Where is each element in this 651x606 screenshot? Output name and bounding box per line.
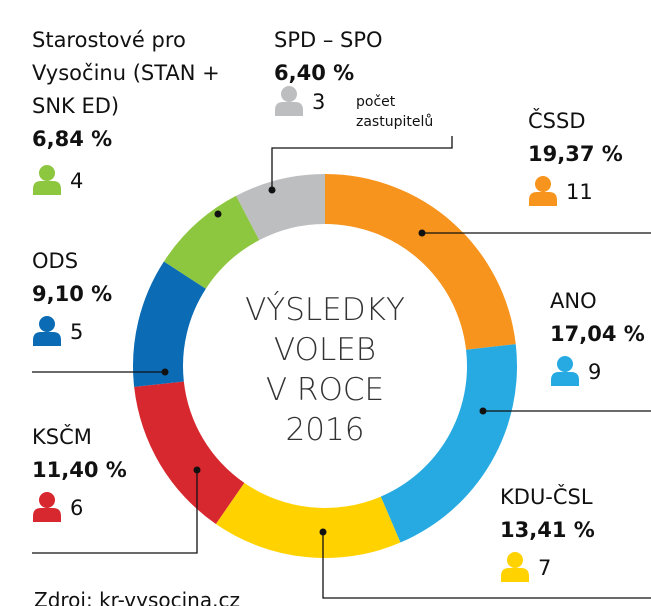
seats-note-line: zastupitelů bbox=[356, 114, 434, 130]
icon-body bbox=[33, 181, 61, 195]
icon-head bbox=[39, 165, 55, 181]
center-title: V ROCE bbox=[266, 372, 384, 408]
donut-segment bbox=[380, 344, 517, 543]
party-name: Starostové pro Vysočinu (STAN + SNK ED) bbox=[32, 28, 220, 118]
party-label: ODS 9,10 % bbox=[32, 245, 182, 311]
seat-count: 7 bbox=[538, 556, 552, 580]
donut-segment bbox=[163, 195, 260, 289]
party-name: ČSSD bbox=[528, 109, 586, 133]
icon-body bbox=[275, 102, 303, 116]
party-percent: 11,40 % bbox=[32, 458, 127, 482]
icon-head bbox=[535, 176, 551, 192]
icon-head bbox=[507, 552, 523, 568]
icon-head bbox=[39, 492, 55, 508]
person-icon bbox=[501, 552, 529, 582]
source: Zdroj: kr-vysocina.cz bbox=[34, 588, 240, 606]
center-title: 2016 bbox=[286, 412, 365, 448]
person-icon bbox=[33, 492, 61, 522]
icon-body bbox=[501, 568, 529, 582]
person-icon bbox=[33, 316, 61, 346]
seat-count: 9 bbox=[588, 360, 602, 384]
icon-head bbox=[281, 86, 297, 102]
seat-count: 3 bbox=[312, 90, 326, 114]
connector-line bbox=[32, 470, 198, 554]
connector-line bbox=[322, 532, 651, 599]
seat-count: 11 bbox=[566, 180, 593, 204]
party-name: ANO bbox=[550, 289, 597, 313]
person-icon bbox=[275, 86, 303, 116]
donut-segment bbox=[134, 381, 245, 524]
connector-dot bbox=[319, 528, 327, 536]
connector-dot bbox=[479, 407, 487, 415]
seats-note-line: počet bbox=[356, 94, 396, 110]
party-label: SPD – SPO 6,40 % bbox=[274, 24, 434, 90]
connector-dot bbox=[214, 210, 222, 218]
party-name: SPD – SPO bbox=[274, 28, 383, 52]
connector-dot bbox=[418, 229, 426, 237]
party-name: KDU-ČSL bbox=[500, 485, 593, 509]
party-label: ČSSD 19,37 % bbox=[528, 105, 648, 171]
party-label: ANO 17,04 % bbox=[550, 285, 650, 351]
center-title: VÝSLEDKY bbox=[245, 292, 405, 328]
icon-body bbox=[33, 332, 61, 346]
icon-head bbox=[39, 316, 55, 332]
party-percent: 17,04 % bbox=[550, 322, 645, 346]
icon-body bbox=[529, 192, 557, 206]
seat-count: 5 bbox=[70, 320, 84, 344]
donut-segment bbox=[133, 261, 206, 387]
icon-head bbox=[557, 356, 573, 372]
person-icon bbox=[33, 165, 61, 195]
donut-segment bbox=[325, 174, 516, 350]
donut-segment bbox=[215, 482, 401, 559]
person-icon bbox=[551, 356, 579, 386]
party-name: ODS bbox=[32, 249, 79, 273]
party-name: KSČM bbox=[32, 425, 92, 449]
party-percent: 19,37 % bbox=[528, 142, 623, 166]
center-title: VOLEB bbox=[274, 332, 376, 368]
party-label: Starostové pro Vysočinu (STAN + SNK ED) 6… bbox=[32, 24, 262, 156]
party-percent: 9,10 % bbox=[32, 282, 113, 306]
seat-count: 6 bbox=[70, 496, 84, 520]
connector-dot bbox=[268, 186, 276, 194]
connector-dot bbox=[193, 466, 201, 474]
seat-count: 4 bbox=[70, 169, 84, 193]
party-percent: 13,41 % bbox=[500, 518, 595, 542]
connector-dot bbox=[161, 368, 169, 376]
party-percent: 6,84 % bbox=[32, 127, 113, 151]
party-percent: 6,40 % bbox=[274, 61, 355, 85]
donut-segment bbox=[236, 174, 325, 241]
icon-body bbox=[551, 372, 579, 386]
seats-note: počet zastupitelů bbox=[356, 92, 433, 132]
icon-body bbox=[33, 508, 61, 522]
party-label: KSČM 11,40 % bbox=[32, 421, 182, 487]
party-label: KDU-ČSL 13,41 % bbox=[500, 481, 650, 547]
connector-line bbox=[271, 136, 453, 190]
person-icon bbox=[529, 176, 557, 206]
